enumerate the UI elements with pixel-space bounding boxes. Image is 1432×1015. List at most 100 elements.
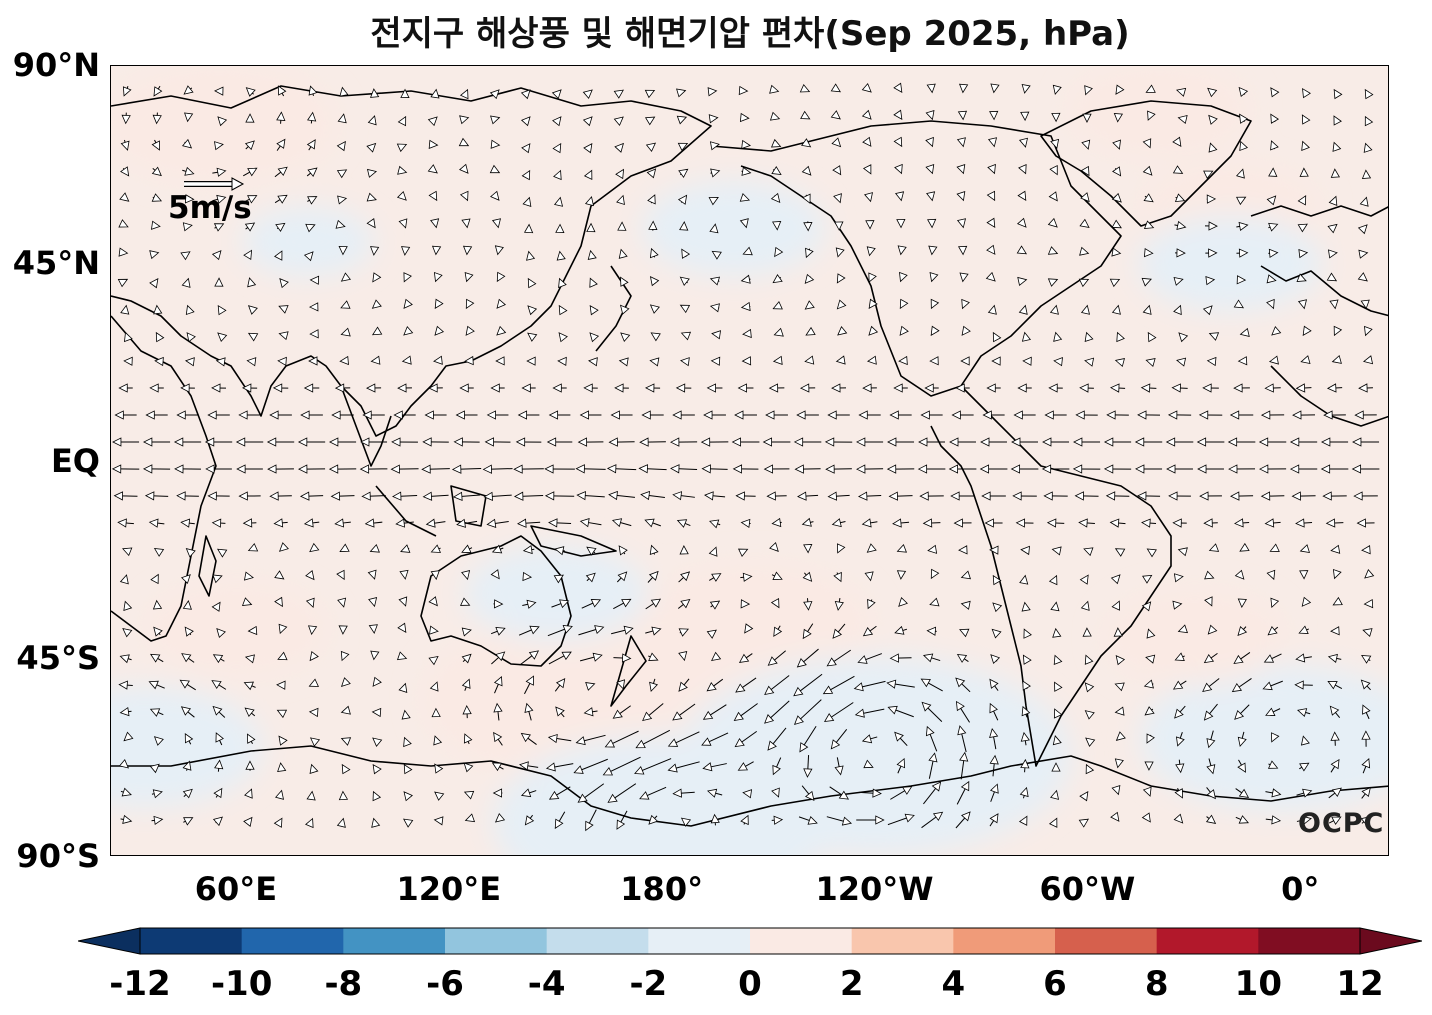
wind-vector <box>771 166 782 175</box>
wind-vector <box>862 164 872 175</box>
colorbar-under-triangle <box>78 927 141 955</box>
wind-vector <box>461 570 471 581</box>
wind-vector <box>370 355 381 365</box>
wind-vector <box>150 573 159 585</box>
wind-vector <box>552 116 562 127</box>
wind-vector <box>1084 710 1095 720</box>
wind-vector <box>522 544 535 555</box>
wind-vector <box>458 163 469 174</box>
wind-vector <box>182 788 193 799</box>
wind-vector <box>1053 357 1063 367</box>
wind-vector <box>390 464 419 474</box>
wind-vector <box>207 410 230 420</box>
wind-vector <box>391 437 418 447</box>
lon-tick-label: 0° <box>1281 870 1320 908</box>
wind-vector <box>1354 410 1377 420</box>
anomaly-contour <box>1138 215 1323 312</box>
wind-vector <box>1114 358 1125 368</box>
wind-vector <box>678 571 691 583</box>
wind-vector <box>951 410 974 420</box>
wind-vector <box>801 138 812 148</box>
wind-vector <box>1046 518 1065 528</box>
wind-vector <box>434 325 445 336</box>
wind-vector <box>575 464 606 474</box>
colorbar-tick-label: 2 <box>839 964 864 1004</box>
wind-vector <box>1109 278 1121 288</box>
wind-vector <box>1237 731 1247 747</box>
wind-vector <box>854 708 885 718</box>
wind-vector <box>1085 737 1096 747</box>
wind-vector <box>151 193 163 202</box>
wind-vector <box>151 815 164 826</box>
wind-vector <box>1233 383 1250 393</box>
wind-vector <box>340 737 352 746</box>
wind-vector <box>921 811 944 829</box>
anomaly-contour <box>1102 589 1287 686</box>
wind-vector <box>801 785 815 801</box>
wind-vector <box>1351 464 1380 474</box>
wind-vector <box>989 702 999 721</box>
wind-vector <box>1236 221 1249 232</box>
wind-vector <box>925 725 938 752</box>
wind-vector <box>212 816 223 827</box>
wind-vector <box>184 626 194 637</box>
wind-vector <box>644 89 656 99</box>
wind-vector <box>372 737 383 747</box>
wind-vector <box>1203 170 1214 180</box>
wind-vector <box>1265 707 1281 716</box>
wind-vector <box>122 628 133 638</box>
wind-vector <box>395 518 414 528</box>
wind-vector <box>648 652 659 661</box>
wind-vector <box>981 491 1006 501</box>
wind-vector <box>1079 246 1090 256</box>
wind-vector <box>372 676 382 687</box>
colorbar-tick-label: 0 <box>738 964 762 1004</box>
wind-vector <box>1075 410 1098 420</box>
wind-vector <box>647 194 656 205</box>
wind-vector <box>831 383 847 393</box>
wind-vector <box>1266 569 1276 581</box>
wind-vector <box>607 783 637 803</box>
wind-vector <box>678 651 688 662</box>
wind-vector <box>182 599 192 610</box>
wind-vector <box>275 222 286 232</box>
wind-vector <box>1234 704 1250 720</box>
coast-africa <box>111 315 217 642</box>
wind-vector <box>986 383 1001 393</box>
wind-vector <box>834 757 844 776</box>
wind-vector <box>1143 679 1154 689</box>
wind-vector <box>235 437 264 447</box>
wind-vector <box>523 223 534 234</box>
wind-vector <box>1359 196 1369 207</box>
wind-vector <box>706 383 723 393</box>
wind-vector <box>801 165 812 176</box>
wind-vector <box>1331 354 1342 364</box>
wind-vector <box>434 298 444 310</box>
wind-vector <box>1264 383 1281 393</box>
wind-vector <box>215 357 226 367</box>
wind-vector <box>462 704 472 719</box>
wind-vector <box>1327 653 1342 663</box>
wind-vector <box>1301 114 1311 125</box>
wind-vector <box>896 570 907 580</box>
colorbar-over-triangle <box>1359 927 1422 955</box>
wind-vector <box>465 298 475 310</box>
wind-vector <box>923 781 942 805</box>
wind-vector <box>1051 546 1062 556</box>
wind-vector <box>403 325 414 336</box>
wind-vector <box>1299 167 1309 177</box>
wind-vector <box>1301 140 1310 151</box>
wind-vector <box>739 218 749 229</box>
wind-vector <box>149 763 160 774</box>
wind-vector <box>278 305 289 314</box>
wind-vector <box>308 678 320 687</box>
wind-vector <box>401 355 412 365</box>
wind-vector <box>679 545 689 555</box>
wind-vector <box>737 383 754 393</box>
wind-vector <box>340 300 351 309</box>
wind-vector <box>366 383 382 393</box>
wind-vector <box>672 491 695 501</box>
wind-vector <box>1329 705 1341 719</box>
wind-vector <box>463 733 473 745</box>
wind-vector <box>421 464 450 474</box>
